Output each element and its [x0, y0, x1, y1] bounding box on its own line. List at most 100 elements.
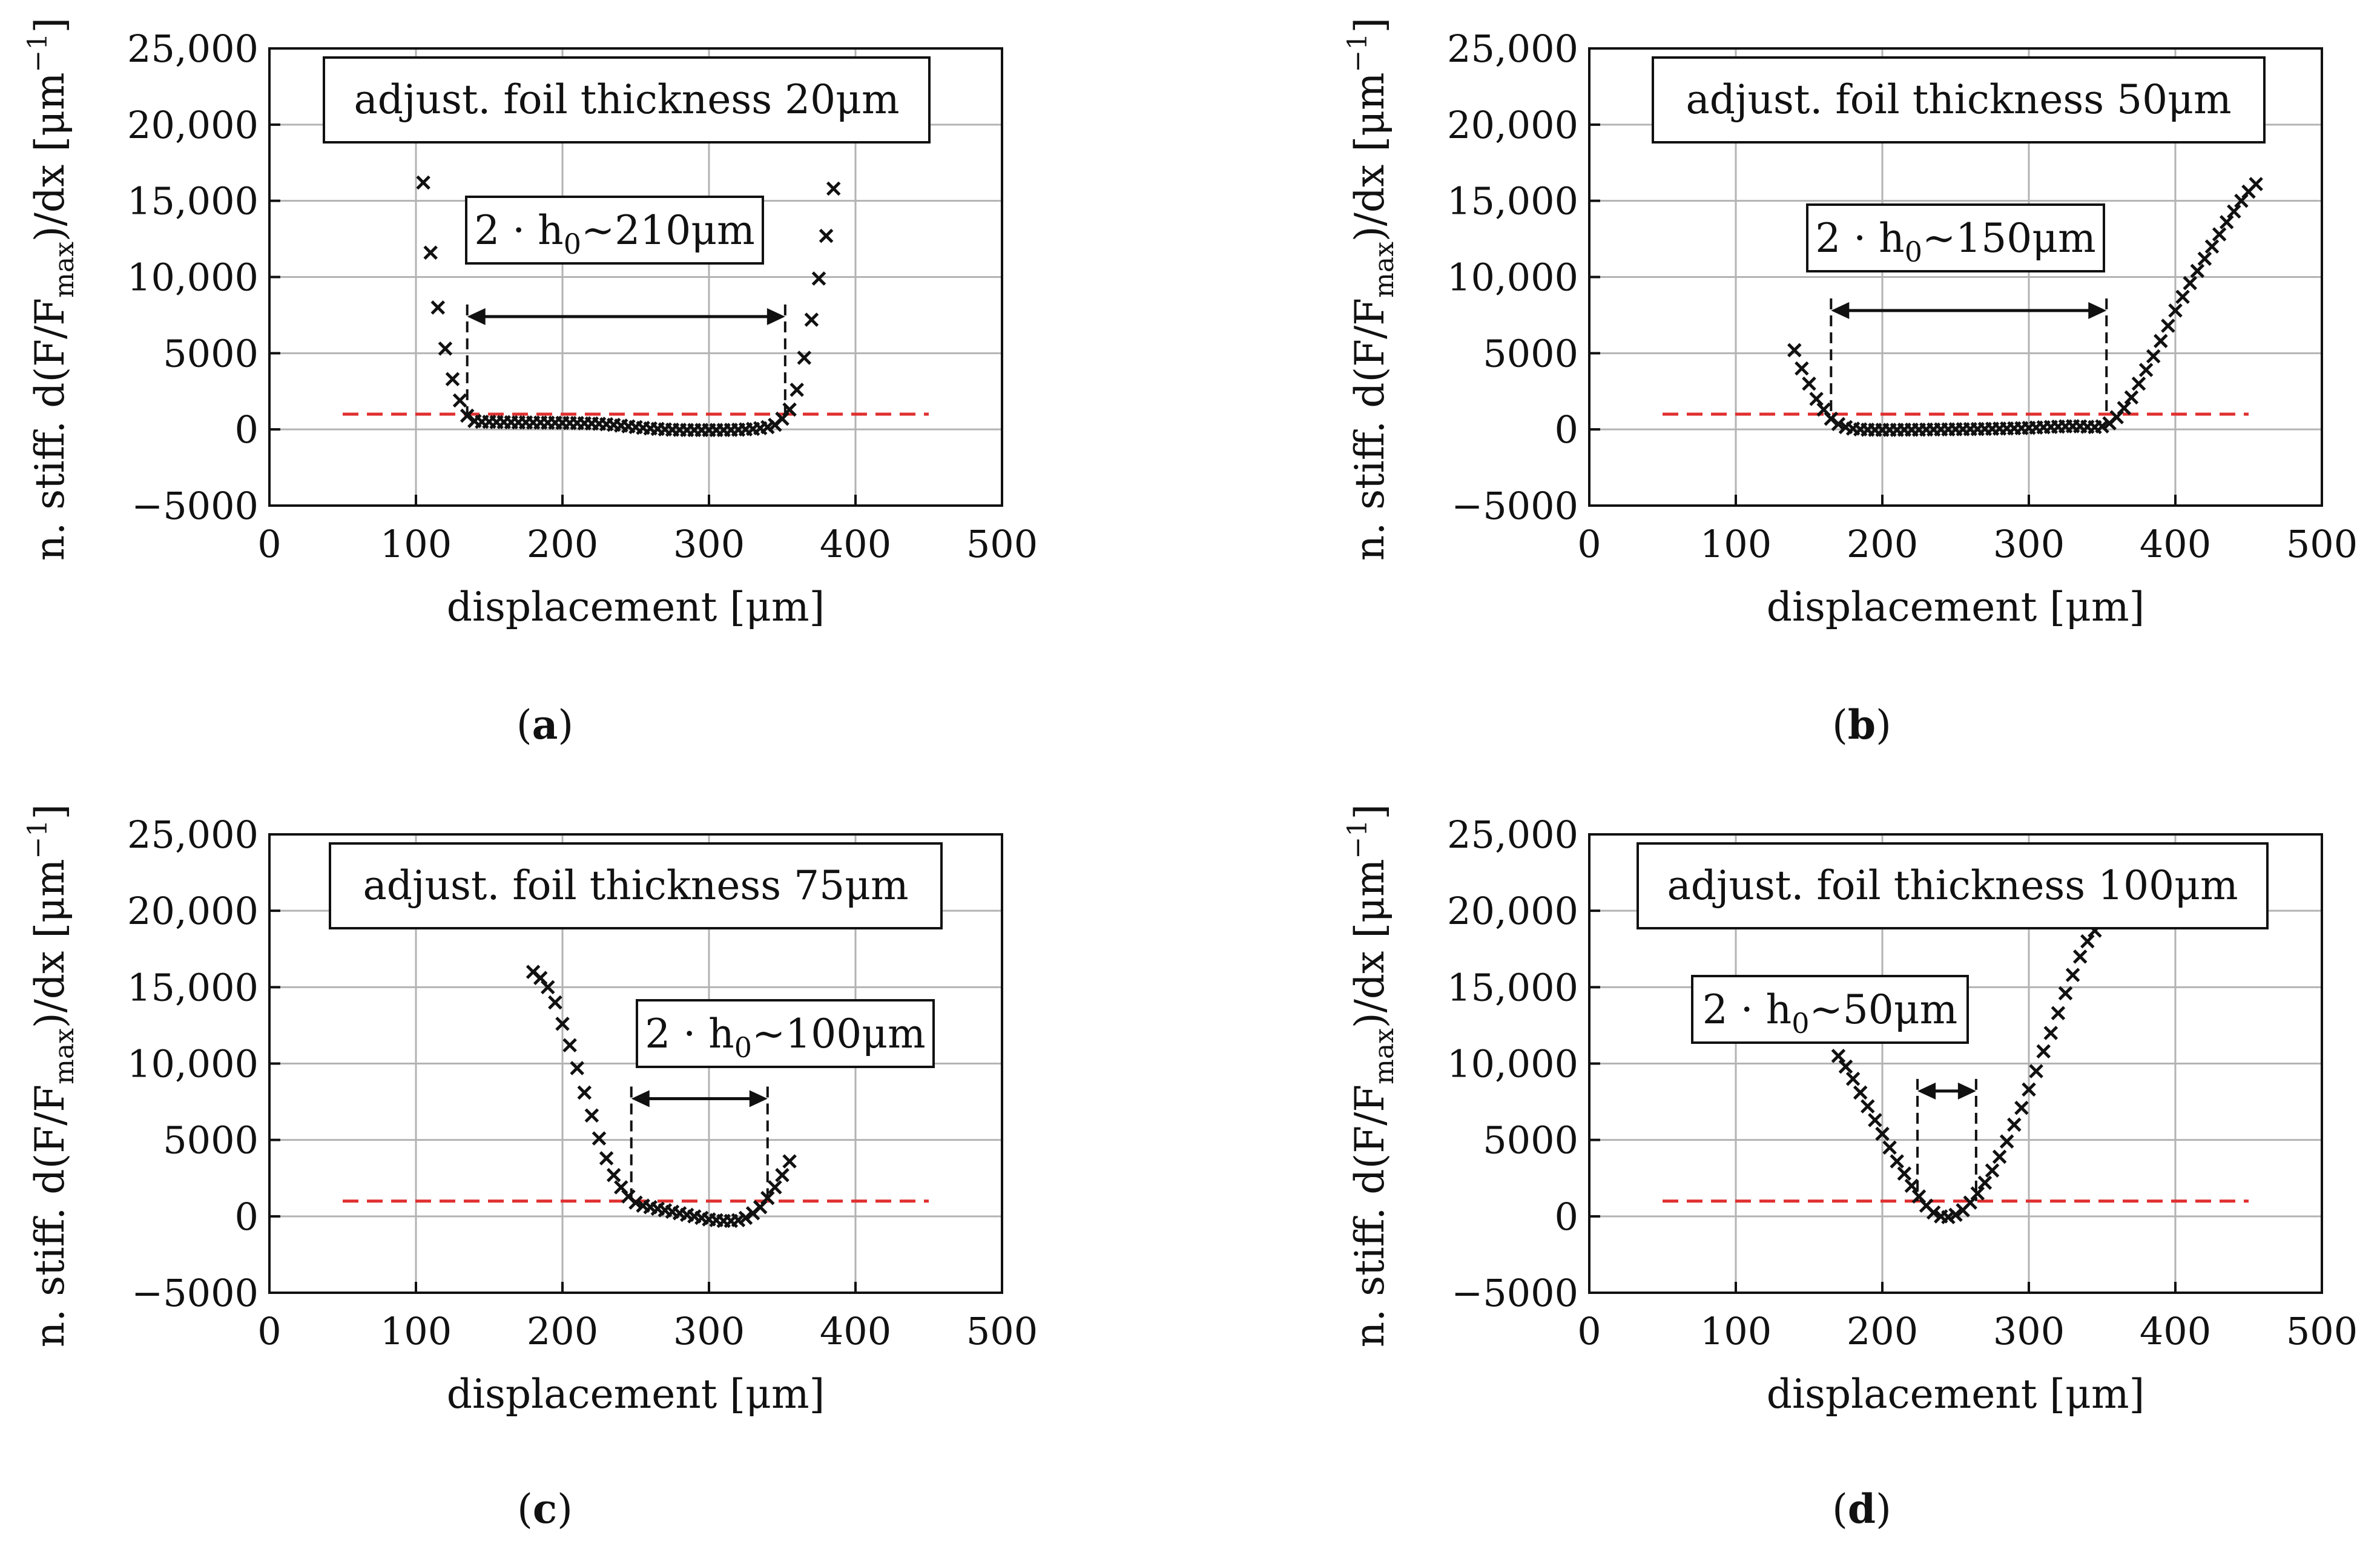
y-tick-label: −5000	[131, 1271, 259, 1315]
x-tick-label: 100	[380, 1309, 452, 1353]
data-point	[1787, 343, 1802, 358]
data-point	[2212, 227, 2227, 242]
data-point	[2219, 215, 2234, 229]
bracket-arrow-head-left	[467, 308, 486, 325]
data-point	[738, 1210, 753, 1226]
data-point	[592, 1131, 607, 1146]
chart-panel-b: 0 100 200 300 400 500−50000500010,00015,00020…	[1342, 18, 2358, 748]
data-point	[819, 228, 834, 243]
y-tick-label: 5000	[163, 1118, 259, 1163]
data-point	[789, 382, 804, 397]
data-point	[445, 372, 460, 386]
y-tick-label: 25,000	[127, 813, 259, 857]
data-point	[555, 1017, 570, 1031]
x-tick-label: 500	[2286, 1309, 2358, 1353]
y-tick-label: −5000	[1451, 1271, 1578, 1315]
data-point	[2249, 177, 2263, 191]
data-point	[2124, 390, 2139, 405]
data-point	[2175, 289, 2190, 304]
x-tick-label: 400	[2140, 522, 2211, 566]
data-point	[760, 1190, 775, 1206]
x-tick-label: 200	[527, 522, 598, 566]
data-point	[2131, 376, 2146, 391]
bracket-arrow-head-left	[631, 1090, 650, 1107]
data-point	[2065, 968, 2080, 982]
data-point	[2058, 986, 2073, 1001]
legend-box	[1637, 842, 2269, 929]
legend-box	[329, 842, 943, 929]
x-axis-label: displacement [μm]	[1767, 584, 2145, 630]
y-tick-label: 15,000	[127, 965, 259, 1009]
data-point	[804, 312, 819, 327]
panel-caption: (b)	[1832, 701, 1891, 748]
y-tick-label: 25,000	[1447, 27, 1578, 71]
data-point	[1831, 417, 1846, 432]
y-axis-label: n. stiff. d(F/Fmax)/dx [μm−1]	[1342, 804, 1400, 1347]
data-point	[2043, 1026, 2059, 1040]
h0-label: 2 · h0~150μm	[1815, 215, 2095, 268]
data-point	[577, 1085, 592, 1100]
data-point	[1861, 1099, 1875, 1114]
data-point	[775, 1167, 789, 1183]
x-tick-label: 0	[1577, 1309, 1601, 1353]
x-tick-label: 0	[257, 1309, 281, 1353]
data-point	[782, 402, 797, 417]
data-point	[2072, 949, 2088, 964]
chart-panel-a: 0 100 200 300 400 500−50000500010,00015,00020…	[22, 18, 1038, 748]
legend-text: adjust. foil thickness 75μm	[363, 862, 908, 909]
data-point	[1897, 1166, 1912, 1181]
data-point	[599, 1151, 614, 1166]
data-point	[452, 393, 467, 408]
data-point	[2080, 934, 2095, 949]
y-axis-label: n. stiff. d(F/Fmax)/dx [μm−1]	[22, 804, 80, 1347]
y-tick-label: 10,000	[127, 1042, 259, 1086]
data-point	[2029, 1064, 2043, 1078]
data-point	[826, 181, 841, 196]
y-tick-label: 15,000	[1447, 179, 1578, 223]
y-tick-label: 20,000	[127, 889, 259, 933]
bracket-arrow-head-right	[1957, 1082, 1976, 1100]
bracket-arrow-head-right	[2088, 302, 2107, 319]
bracket-arrow-head-left	[1917, 1082, 1936, 1100]
x-tick-label: 0	[257, 522, 281, 566]
data-point	[1948, 1207, 1963, 1222]
h0-label-box	[1691, 975, 1969, 1044]
y-axis-label: n. stiff. d(F/Fmax)/dx [μm−1]	[1342, 18, 1400, 561]
x-tick-label: 200	[527, 1309, 598, 1353]
data-point	[2161, 318, 2175, 333]
data-point	[548, 995, 562, 1010]
x-axis-label: displacement [μm]	[1767, 1371, 2145, 1417]
data-point	[1999, 1134, 2014, 1149]
panel-caption: (c)	[517, 1485, 573, 1533]
panel-caption: (d)	[1832, 1485, 1891, 1533]
data-point	[570, 1061, 584, 1075]
data-point	[1802, 376, 1816, 391]
data-point	[2138, 363, 2154, 377]
y-tick-label: 10,000	[127, 256, 259, 300]
data-point	[2051, 1006, 2066, 1020]
data-point	[2204, 239, 2220, 254]
data-point	[2007, 1117, 2022, 1132]
data-point	[2146, 349, 2161, 364]
x-tick-label: 300	[673, 1309, 745, 1353]
data-point	[2117, 401, 2132, 415]
data-point	[1868, 1113, 1882, 1127]
chart-panel-c: 0 100 200 300 400 500−50000500010,00015,00020…	[22, 804, 1038, 1533]
data-point	[782, 1154, 797, 1169]
x-tick-label: 500	[966, 522, 1038, 566]
data-point	[1992, 1149, 2007, 1164]
data-point	[2227, 204, 2241, 219]
data-point	[2022, 1082, 2036, 1097]
x-tick-label: 400	[820, 1309, 891, 1353]
data-point	[438, 342, 453, 356]
x-axis-label: displacement [μm]	[447, 584, 825, 630]
data-point	[541, 980, 555, 995]
chart-panel-d: 0 100 200 300 400 500−50000500010,00015,00020…	[1342, 804, 2358, 1533]
panel-caption: (a)	[516, 701, 573, 748]
y-tick-label: 20,000	[1447, 889, 1578, 933]
y-tick-label: 15,000	[127, 179, 259, 223]
data-point	[2197, 251, 2212, 266]
y-tick-label: 15,000	[1447, 965, 1578, 1009]
x-tick-label: 300	[1993, 522, 2065, 566]
legend-box	[323, 56, 931, 144]
